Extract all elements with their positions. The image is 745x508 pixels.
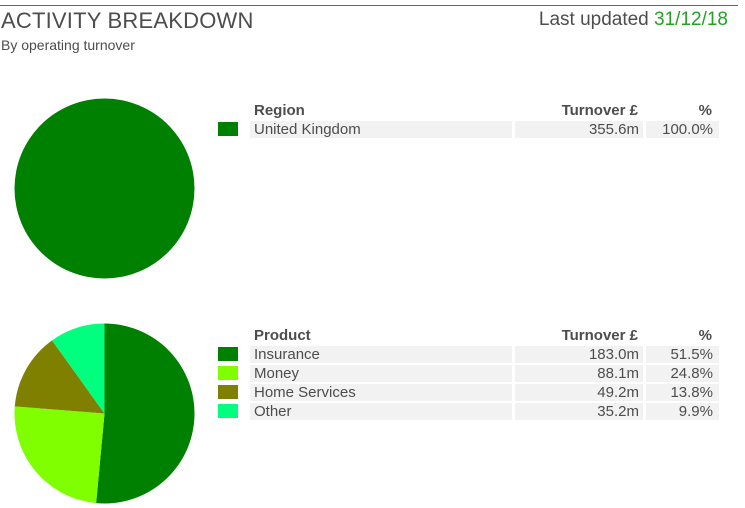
page-subtitle: By operating turnover (1, 37, 135, 53)
cell-bg (646, 403, 719, 420)
row-percent: 100.0% (662, 121, 713, 138)
percent-column-header: % (698, 327, 712, 344)
region-pie-chart (14, 98, 195, 279)
legend-swatch (218, 347, 238, 361)
row-turnover: 49.2m (597, 384, 639, 401)
cell-bg (646, 121, 719, 138)
product-column-header: Product (254, 327, 311, 344)
pie-slice-home-services (14, 340, 105, 414)
legend-swatch (218, 404, 238, 418)
cell-bg (515, 365, 643, 382)
row-name: Money (254, 365, 300, 382)
cell-bg (515, 403, 643, 420)
row-name: Other (254, 403, 292, 420)
table-row: Money 88.1m 24.8% (216, 364, 721, 383)
table-row: United Kingdom 355.6m 100.0% (216, 120, 721, 139)
cell-bg (250, 121, 512, 138)
pie-slice-other (52, 323, 105, 414)
row-percent: 51.5% (670, 346, 713, 363)
row-percent: 9.9% (678, 403, 713, 420)
product-table: Product Turnover £ % Insurance 183.0m 51.5… (216, 325, 721, 421)
last-updated-label: Last updated (538, 9, 649, 30)
cell-bg (250, 403, 512, 420)
cell-bg (250, 384, 512, 401)
percent-column-header: % (698, 102, 712, 119)
row-turnover: 35.2m (597, 403, 639, 420)
row-turnover: 88.1m (597, 365, 639, 382)
row-turnover: 183.0m (588, 346, 639, 363)
cell-bg (250, 365, 512, 382)
table-row: Other 35.2m 9.9% (216, 402, 721, 421)
cell-bg (515, 346, 643, 363)
row-name: Insurance (254, 346, 320, 363)
table-row: Insurance 183.0m 51.5% (216, 345, 721, 364)
pie-slice-insurance (96, 323, 195, 504)
last-updated-date: 31/12/18 (654, 9, 728, 30)
turnover-column-header: Turnover £ (561, 102, 638, 119)
cell-bg (646, 384, 719, 401)
row-percent: 24.8% (670, 365, 713, 382)
pie-slice-money (14, 406, 105, 504)
page-title: ACTIVITY BREAKDOWN (1, 8, 254, 33)
cell-bg (646, 346, 719, 363)
cell-bg (646, 365, 719, 382)
top-rule (0, 5, 738, 6)
row-name: United Kingdom (254, 121, 361, 138)
product-pie-chart (14, 323, 195, 504)
row-turnover: 355.6m (588, 121, 639, 138)
table-row: Home Services 49.2m 13.8% (216, 383, 721, 402)
row-name: Home Services (254, 384, 356, 401)
legend-swatch (218, 122, 238, 136)
region-table: Region Turnover £ % United Kingdom 355.6m… (216, 100, 721, 139)
last-updated: Last updated 31/12/18 (539, 9, 728, 31)
cell-bg (515, 384, 643, 401)
region-column-header: Region (254, 102, 305, 119)
row-percent: 13.8% (670, 384, 713, 401)
region-table-header: Region Turnover £ % (216, 100, 721, 120)
pie-slice-united-kingdom (14, 98, 195, 279)
legend-swatch (218, 366, 238, 380)
product-table-header: Product Turnover £ % (216, 325, 721, 345)
cell-bg (515, 121, 643, 138)
cell-bg (250, 346, 512, 363)
legend-swatch (218, 385, 238, 399)
turnover-column-header: Turnover £ (561, 327, 638, 344)
